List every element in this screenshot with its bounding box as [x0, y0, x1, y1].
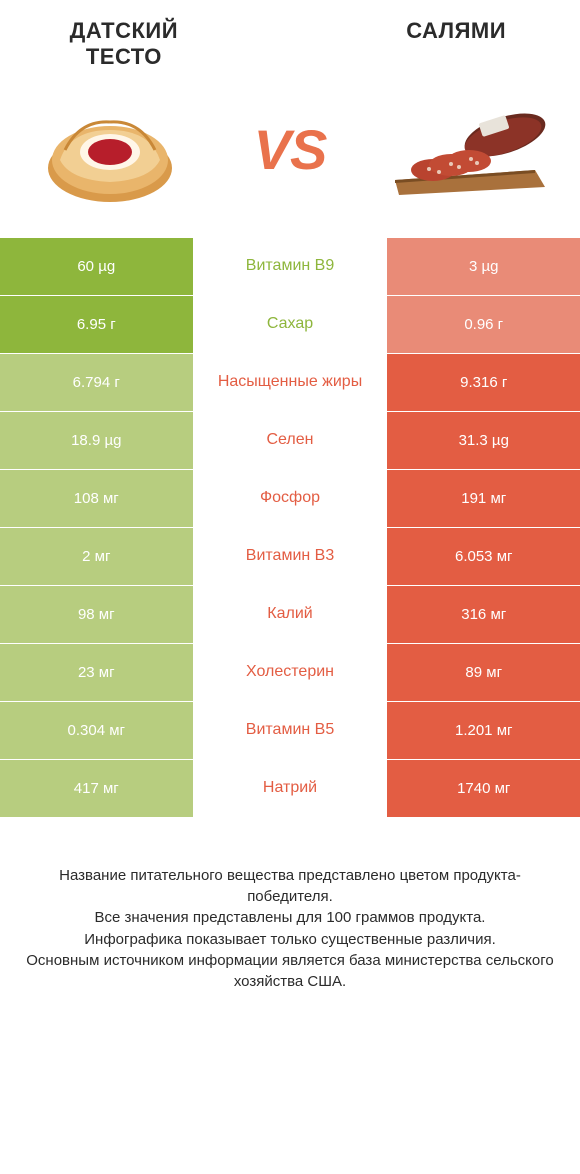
- right-value: 316 мг: [387, 586, 580, 643]
- left-value: 98 мг: [0, 586, 193, 643]
- right-value: 31.3 µg: [387, 412, 580, 469]
- table-row: 23 мгХолестерин89 мг: [0, 643, 580, 701]
- right-value: 191 мг: [387, 470, 580, 527]
- comparison-header: ДАТСКИЙТЕСТО САЛЯМИ: [0, 0, 580, 75]
- nutrient-label: Натрий: [193, 760, 388, 817]
- right-value: 3 µg: [387, 238, 580, 295]
- table-row: 417 мгНатрий1740 мг: [0, 759, 580, 817]
- footer-line: Название питательного вещества представл…: [26, 865, 554, 908]
- right-product-image: [380, 85, 560, 215]
- footer-line: Все значения представлены для 100 граммо…: [26, 907, 554, 928]
- table-row: 18.9 µgСелен31.3 µg: [0, 411, 580, 469]
- left-value: 0.304 мг: [0, 702, 193, 759]
- nutrient-label: Витамин B5: [193, 702, 388, 759]
- nutrient-label: Селен: [193, 412, 388, 469]
- danish-pastry-icon: [30, 90, 190, 210]
- left-value: 2 мг: [0, 528, 193, 585]
- salami-icon: [385, 95, 555, 205]
- footer-line: Основным источником информации является …: [26, 950, 554, 993]
- table-row: 0.304 мгВитамин B51.201 мг: [0, 701, 580, 759]
- left-product-title: ДАТСКИЙТЕСТО: [20, 18, 228, 71]
- right-value: 9.316 г: [387, 354, 580, 411]
- infographic-footer: Название питательного вещества представл…: [0, 817, 580, 1013]
- left-value: 23 мг: [0, 644, 193, 701]
- right-value: 89 мг: [387, 644, 580, 701]
- right-product-title: САЛЯМИ: [352, 18, 560, 44]
- nutrition-table: 60 µgВитамин B93 µg6.95 гСахар0.96 г6.79…: [0, 237, 580, 817]
- left-value: 18.9 µg: [0, 412, 193, 469]
- nutrient-label: Фосфор: [193, 470, 388, 527]
- right-value: 1.201 мг: [387, 702, 580, 759]
- table-row: 6.794 гНасыщенные жиры9.316 г: [0, 353, 580, 411]
- nutrient-label: Калий: [193, 586, 388, 643]
- right-value: 6.053 мг: [387, 528, 580, 585]
- left-value: 108 мг: [0, 470, 193, 527]
- left-value: 60 µg: [0, 238, 193, 295]
- comparison-hero: VS: [0, 75, 580, 237]
- table-row: 98 мгКалий316 мг: [0, 585, 580, 643]
- left-product-image: [20, 85, 200, 215]
- nutrient-label: Насыщенные жиры: [193, 354, 388, 411]
- nutrient-label: Сахар: [193, 296, 388, 353]
- nutrient-label: Витамин B3: [193, 528, 388, 585]
- table-row: 6.95 гСахар0.96 г: [0, 295, 580, 353]
- table-row: 2 мгВитамин B36.053 мг: [0, 527, 580, 585]
- vs-label: VS: [254, 117, 327, 182]
- table-row: 60 µgВитамин B93 µg: [0, 237, 580, 295]
- left-value: 417 мг: [0, 760, 193, 817]
- left-value: 6.794 г: [0, 354, 193, 411]
- footer-line: Инфографика показывает только существенн…: [26, 929, 554, 950]
- right-value: 1740 мг: [387, 760, 580, 817]
- nutrient-label: Холестерин: [193, 644, 388, 701]
- nutrient-label: Витамин B9: [193, 238, 388, 295]
- table-row: 108 мгФосфор191 мг: [0, 469, 580, 527]
- left-value: 6.95 г: [0, 296, 193, 353]
- right-value: 0.96 г: [387, 296, 580, 353]
